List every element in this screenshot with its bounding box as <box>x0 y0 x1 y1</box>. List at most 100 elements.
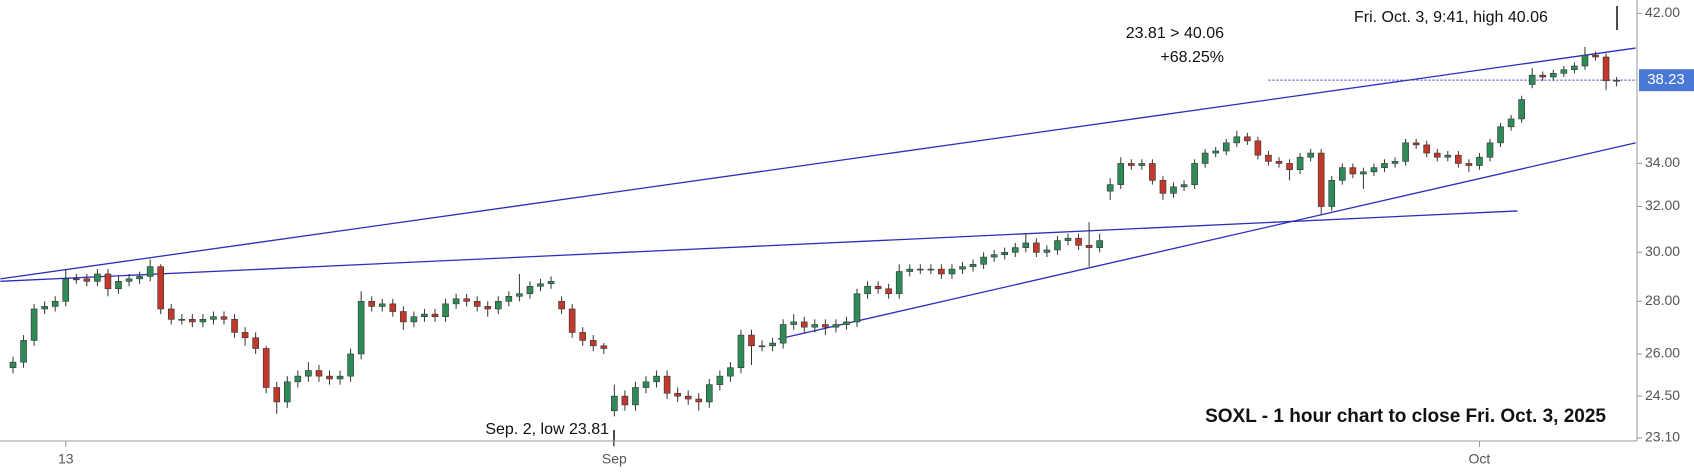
candle-body <box>231 318 238 333</box>
candle-body <box>526 285 534 295</box>
high-annotation: Fri. Oct. 3, 9:41, high 40.06 <box>1354 9 1548 26</box>
candle-body <box>1539 74 1547 78</box>
candle-body <box>421 313 428 317</box>
candle-body <box>1412 142 1420 146</box>
candle-body <box>1180 184 1188 188</box>
candle-body <box>516 293 523 297</box>
candle-body <box>1602 56 1610 82</box>
candle-body <box>980 256 987 265</box>
y-tick-label: 34.00 <box>1645 154 1680 170</box>
candle-body <box>1201 152 1209 164</box>
last-price-label: 38.23 <box>1647 71 1685 88</box>
candle-body <box>1244 136 1251 142</box>
candle-body <box>1349 167 1357 175</box>
candle-body <box>505 295 513 302</box>
candle-body <box>790 321 798 325</box>
x-tick-label: 13 <box>58 451 74 467</box>
candle-body <box>653 375 660 383</box>
candle-body <box>94 273 101 282</box>
candle-body <box>241 332 249 339</box>
candle-body <box>695 398 703 403</box>
candle-body <box>1328 180 1336 207</box>
y-tick-label: 24.50 <box>1645 387 1680 403</box>
y-tick-label: 42.00 <box>1645 4 1680 20</box>
candle-body <box>1307 152 1314 158</box>
candle-body <box>1381 163 1388 168</box>
candle-body <box>1433 152 1441 158</box>
candle-body <box>589 340 597 347</box>
trendline <box>777 142 1636 340</box>
candle-body <box>9 361 17 369</box>
candle-body <box>442 303 449 317</box>
candle-body <box>1423 144 1430 154</box>
candle-body <box>1222 142 1230 152</box>
candle-body <box>1550 73 1557 78</box>
candle-body <box>83 278 91 282</box>
candle-body <box>927 268 935 271</box>
candle-body <box>326 375 333 380</box>
candle-body <box>220 316 228 320</box>
candle-body <box>336 375 344 380</box>
candle-body <box>663 375 671 394</box>
candle-body <box>1507 118 1515 128</box>
y-tick-label: 26.00 <box>1645 345 1680 361</box>
candle-body <box>1528 74 1536 85</box>
candle-body <box>1106 184 1114 192</box>
y-tick-label: 28.00 <box>1645 292 1680 308</box>
candle-body <box>1075 237 1082 246</box>
candle-body <box>1286 163 1293 171</box>
candle-body <box>1518 99 1525 120</box>
candle-body <box>906 268 914 272</box>
candle-body <box>378 303 386 307</box>
candle-body <box>41 306 48 310</box>
candle-body <box>737 334 745 369</box>
candle-body <box>1370 167 1378 173</box>
candle-body <box>494 301 502 310</box>
candle-body <box>463 298 470 302</box>
candle-body <box>1033 242 1040 253</box>
candle-body <box>1254 140 1262 156</box>
candle-body <box>642 381 650 388</box>
candle-body <box>1275 161 1283 164</box>
candle-body <box>1170 186 1177 194</box>
candle-body <box>1455 154 1462 164</box>
low-annotation: Sep. 2, low 23.81 <box>485 421 609 438</box>
candle-body <box>748 334 755 347</box>
candle-body <box>674 392 681 397</box>
x-tick-label: Sep <box>602 451 627 467</box>
trendline <box>0 47 1636 280</box>
trendline <box>0 210 1518 282</box>
chart-title: SOXL - 1 hour chart to close Fri. Oct. 3… <box>1205 406 1606 427</box>
candle-body <box>1159 180 1167 194</box>
candle-body <box>368 301 376 307</box>
candle-body <box>1560 69 1568 74</box>
candle-body <box>632 387 639 406</box>
candle-body <box>315 370 323 377</box>
candle-body <box>1360 171 1367 175</box>
candle-body <box>853 293 861 323</box>
candle-body <box>885 288 892 295</box>
candle-body <box>1402 142 1409 162</box>
candle-body <box>558 301 565 310</box>
candle-body <box>1043 249 1051 253</box>
candle-body <box>705 384 713 403</box>
candle-body <box>305 370 312 377</box>
candle-body <box>146 266 154 277</box>
candle-body <box>1064 237 1072 241</box>
candle-body <box>611 395 618 412</box>
candle-body <box>779 324 787 344</box>
candle-body <box>1339 167 1346 181</box>
candle-body <box>1022 242 1030 248</box>
candle-body <box>347 353 354 377</box>
candle-body <box>1592 54 1599 58</box>
candle-body <box>1317 152 1325 207</box>
candle-body <box>136 276 143 280</box>
candle-body <box>294 375 302 383</box>
candle-body <box>210 316 217 320</box>
candle-body <box>1085 244 1093 248</box>
last-price-box <box>1639 69 1694 92</box>
candle-body <box>62 278 70 302</box>
y-tick-label: 23.10 <box>1645 429 1680 445</box>
range-annotation: 23.81 > 40.06 <box>1126 25 1224 42</box>
candle-body <box>104 273 112 290</box>
